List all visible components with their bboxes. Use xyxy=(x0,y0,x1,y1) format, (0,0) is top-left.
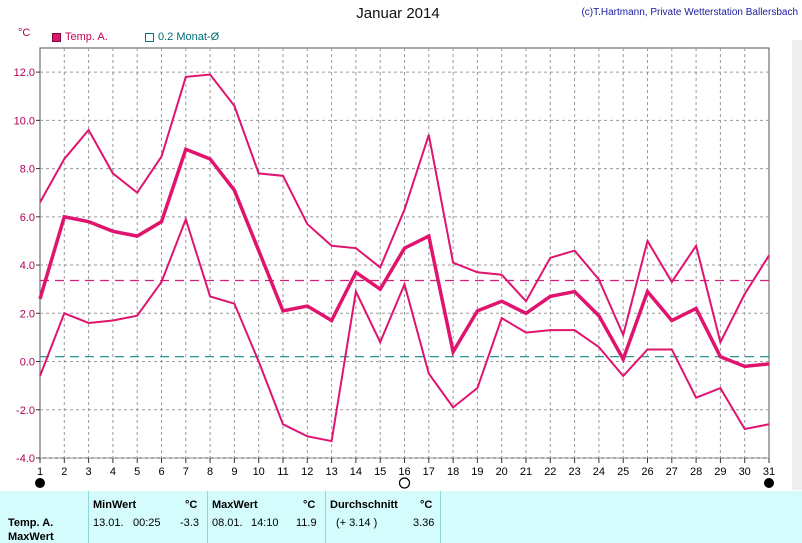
y-tick-label: 0.0 xyxy=(20,357,35,369)
x-tick-label: 2 xyxy=(61,466,67,478)
x-tick-label: 10 xyxy=(253,466,265,478)
x-tick-label: 17 xyxy=(423,466,435,478)
x-tick-label: 6 xyxy=(158,466,164,478)
vertical-scrollbar[interactable] xyxy=(792,40,802,490)
x-tick-label: 23 xyxy=(568,466,580,478)
x-tick-label: 16 xyxy=(398,466,410,478)
x-tick-label: 5 xyxy=(134,466,140,478)
y-tick-label: 4.0 xyxy=(20,260,35,272)
y-tick-label: -4.0 xyxy=(16,453,35,465)
min-unit: °C xyxy=(185,499,198,511)
x-tick-label: 21 xyxy=(520,466,532,478)
max-date: 08.01. xyxy=(212,517,243,529)
x-tick-label: 27 xyxy=(666,466,678,478)
y-tick-label: -2.0 xyxy=(16,405,35,417)
y-tick-label: 2.0 xyxy=(20,308,35,320)
max-time: 14:10 xyxy=(251,517,279,529)
new-moon-icon xyxy=(35,478,45,488)
stats-divider xyxy=(440,491,441,543)
max-unit: °C xyxy=(303,499,316,511)
x-tick-label: 24 xyxy=(593,466,605,478)
stats-divider xyxy=(207,491,208,543)
x-tick-label: 7 xyxy=(183,466,189,478)
copyright-text: (c)T.Hartmann, Private Wetterstation Bal… xyxy=(581,7,798,18)
legend-swatch-monthly-average xyxy=(145,32,154,42)
temperature-min-line xyxy=(39,216,770,443)
temperature-average-line xyxy=(38,146,770,369)
y-tick-label: 8.0 xyxy=(20,164,35,176)
x-tick-label: 13 xyxy=(325,466,337,478)
min-time: 00:25 xyxy=(133,517,161,529)
avg-unit: °C xyxy=(420,499,433,511)
x-tick-label: 31 xyxy=(763,466,775,478)
legend-label-monthly-average: 0.2 Monat-Ø xyxy=(158,31,220,43)
avg-value: 3.36 xyxy=(413,517,435,529)
x-tick-label: 12 xyxy=(301,466,313,478)
x-tick-label: 3 xyxy=(86,466,92,478)
full-moon-icon xyxy=(398,477,411,489)
y-tick-label: 12.0 xyxy=(14,67,35,79)
min-value: -3.3 xyxy=(180,517,199,529)
x-tick-label: 28 xyxy=(690,466,702,478)
x-tick-label: 14 xyxy=(350,466,362,478)
max-value: 11.9 xyxy=(296,517,317,529)
x-tick-label: 1 xyxy=(37,466,43,478)
max-header: MaxWert xyxy=(212,499,258,511)
x-tick-label: 20 xyxy=(496,466,508,478)
x-tick-label: 30 xyxy=(739,466,751,478)
legend-swatch-temp xyxy=(52,32,61,42)
legend-item-temp: Temp. A. xyxy=(52,31,108,43)
statistics-panel: Temp. A. MaxWert MinWert °C 13.01. 00:25… xyxy=(0,491,802,543)
legend-label-temp: Temp. A. xyxy=(65,31,108,43)
y-tick-label: 10.0 xyxy=(14,115,35,127)
x-tick-label: 15 xyxy=(374,466,386,478)
x-tick-label: 9 xyxy=(231,466,237,478)
x-tick-label: 25 xyxy=(617,466,629,478)
stats-divider xyxy=(325,491,326,543)
chart-title: Januar 2014 xyxy=(356,5,440,22)
x-tick-label: 18 xyxy=(447,466,459,478)
x-tick-label: 29 xyxy=(714,466,726,478)
x-tick-label: 11 xyxy=(277,466,288,478)
stats-row-label: MaxWert xyxy=(8,531,54,543)
new-moon-icon xyxy=(764,478,774,488)
min-date: 13.01. xyxy=(93,517,124,529)
x-tick-label: 26 xyxy=(641,466,653,478)
y-tick-label: 6.0 xyxy=(20,212,35,224)
x-tick-label: 19 xyxy=(471,466,483,478)
y-axis-unit: °C xyxy=(18,27,31,39)
x-tick-label: 22 xyxy=(544,466,556,478)
stats-divider xyxy=(88,491,89,543)
temperature-max-line xyxy=(39,73,770,346)
min-header: MinWert xyxy=(93,499,137,511)
x-tick-label: 8 xyxy=(207,466,213,478)
avg-deviation: (+ 3.14 ) xyxy=(336,517,378,529)
stats-row-label: Temp. A. xyxy=(8,517,54,529)
temperature-chart: 12.010.08.06.04.02.00.0-2.0-4.01 2 3 4 5 6 7 8 9… xyxy=(14,47,775,489)
avg-header: Durchschnitt xyxy=(330,499,398,511)
x-tick-label: 4 xyxy=(110,466,116,478)
legend-item-monthly-average: 0.2 Monat-Ø xyxy=(145,31,219,43)
